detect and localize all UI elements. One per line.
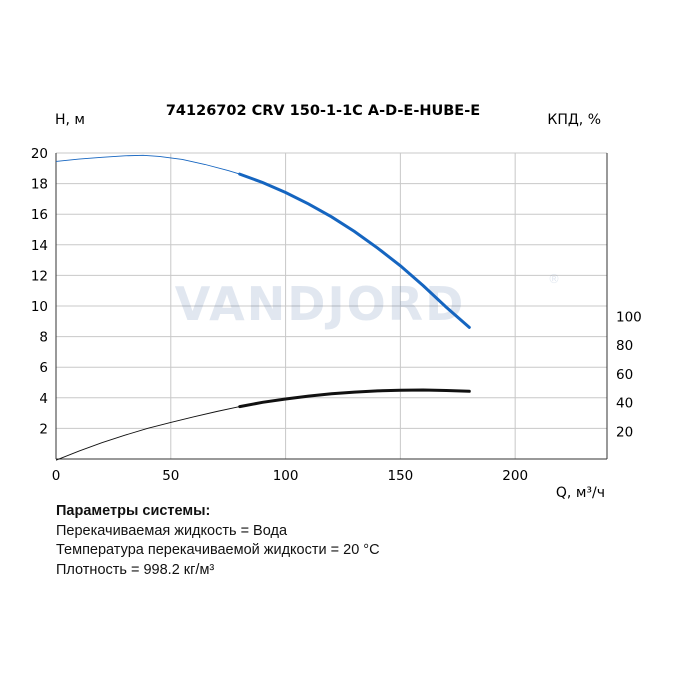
system-parameter-temperature: Температура перекачиваемой жидкости = 20… xyxy=(56,542,380,558)
y-left-tick-label: 20 xyxy=(31,146,48,162)
chart-axes xyxy=(55,153,608,460)
y-right-tick-label: 40 xyxy=(616,396,633,412)
y-left-tick-label: 18 xyxy=(31,177,48,193)
y-left-tick-label: 6 xyxy=(39,360,48,376)
x-tick-label: 50 xyxy=(162,468,179,484)
y-left-tick-label: 10 xyxy=(31,299,48,315)
system-parameters: Параметры системы: Перекачиваемая жидкос… xyxy=(56,502,380,580)
watermark-logo: VANDJORD ® xyxy=(175,272,560,331)
x-tick-label: 150 xyxy=(387,468,413,484)
x-tick-label: 200 xyxy=(502,468,528,484)
y-left-tick-label: 2 xyxy=(39,421,48,437)
system-parameters-heading: Параметры системы: xyxy=(56,503,211,519)
y-left-tick-label: 14 xyxy=(31,238,48,254)
y-left-tick-label: 16 xyxy=(31,207,48,223)
y-left-tick-label: 8 xyxy=(39,330,48,346)
y-left-tick-label: 4 xyxy=(39,391,48,407)
efficiency-curve-extrapolated xyxy=(55,406,240,461)
head-curve-extrapolated xyxy=(55,154,240,175)
y-right-tick-label: 60 xyxy=(616,367,633,383)
y-left-tick-label: 12 xyxy=(31,268,48,284)
y-right-tick-label: 20 xyxy=(616,424,633,440)
y-right-tick-label: 100 xyxy=(616,309,642,325)
chart-curves xyxy=(55,154,471,461)
chart-title: 74126702 CRV 150-1-1C A-D-E-HUBE-E xyxy=(166,103,480,119)
x-tick-label: 0 xyxy=(52,468,61,484)
x-tick-label: 100 xyxy=(273,468,299,484)
y-right-tick-label: 80 xyxy=(616,338,633,354)
y-axis-left-label: H, м xyxy=(55,112,85,128)
head-curve xyxy=(238,172,471,329)
registered-mark-icon: ® xyxy=(548,272,560,286)
efficiency-curve xyxy=(238,388,471,409)
system-parameter-fluid: Перекачиваемая жидкость = Вода xyxy=(56,522,288,539)
y-axis-right-label: КПД, % xyxy=(547,112,601,128)
x-axis-label: Q, м³/ч xyxy=(556,485,605,501)
watermark-text: VANDJORD xyxy=(175,277,466,331)
system-parameter-density: Плотность = 998.2 кг/м³ xyxy=(56,561,215,578)
